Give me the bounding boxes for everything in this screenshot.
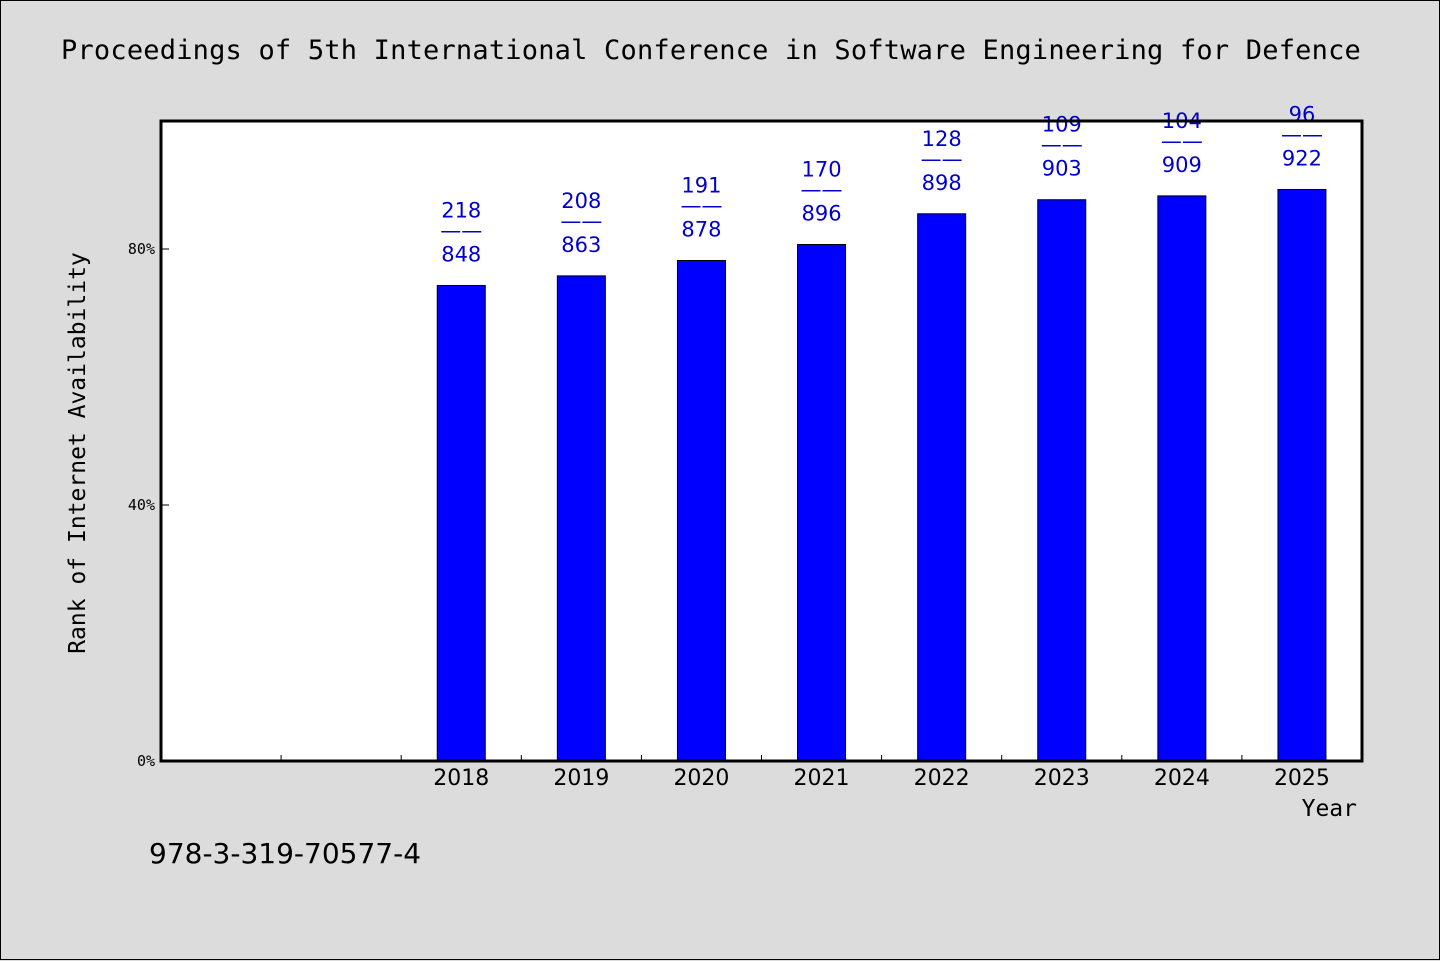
data-label-sep-2018: ——: [440, 218, 482, 242]
y-tick-label: 40%: [128, 496, 155, 514]
y-tick-label: 80%: [128, 240, 155, 258]
x-tick-label-2022: 2022: [914, 766, 970, 791]
data-label-top-2020: 191: [681, 174, 721, 198]
plot-border: [159, 119, 1364, 763]
data-label-top-2022: 128: [922, 127, 962, 151]
bar-2022: [917, 213, 967, 762]
data-label-sep-2024: ——: [1161, 129, 1203, 153]
data-label-sep-2022: ——: [921, 147, 963, 171]
data-label-top-2018: 218: [441, 198, 481, 222]
bar-2020: [676, 260, 726, 762]
data-label-bottom-2021: 896: [802, 202, 842, 226]
isbn-text: 978-3-319-70577-4: [149, 837, 422, 870]
bar-2024: [1157, 195, 1207, 762]
chart-title: Proceedings of 5th International Confere…: [61, 35, 1361, 66]
data-label-sep-2025: ——: [1281, 122, 1323, 146]
data-label-sep-2020: ——: [680, 194, 722, 218]
data-label-bottom-2024: 909: [1162, 153, 1202, 177]
data-label-sep-2019: ——: [560, 209, 602, 233]
x-tick-label-2025: 2025: [1274, 766, 1330, 791]
x-tick-label-2020: 2020: [673, 766, 729, 791]
bar-2021: [797, 244, 847, 762]
data-label-bottom-2018: 848: [441, 242, 481, 266]
data-label-bottom-2020: 878: [681, 218, 721, 242]
data-label-sep-2023: ——: [1041, 133, 1083, 157]
bar-2019: [556, 275, 606, 762]
x-tick-label-2024: 2024: [1154, 766, 1210, 791]
data-label-bottom-2023: 903: [1042, 157, 1082, 181]
x-tick-label-2023: 2023: [1034, 766, 1090, 791]
x-tick-label-2018: 2018: [433, 766, 489, 791]
data-label-top-2019: 208: [561, 189, 601, 213]
bar-2018: [436, 284, 486, 762]
data-label-sep-2021: ——: [801, 178, 843, 202]
x-axis-label: Year: [1301, 796, 1357, 822]
data-label-bottom-2025: 922: [1282, 146, 1322, 170]
x-tick-label-2021: 2021: [794, 766, 850, 791]
data-label-bottom-2022: 898: [922, 171, 962, 195]
y-tick-label: 0%: [137, 752, 155, 770]
x-tick-label-2019: 2019: [553, 766, 609, 791]
bar-2023: [1037, 199, 1087, 762]
data-label-top-2023: 109: [1042, 113, 1082, 137]
bar-2025: [1277, 188, 1327, 762]
data-label-top-2021: 170: [802, 158, 842, 182]
data-label-bottom-2019: 863: [561, 233, 601, 257]
